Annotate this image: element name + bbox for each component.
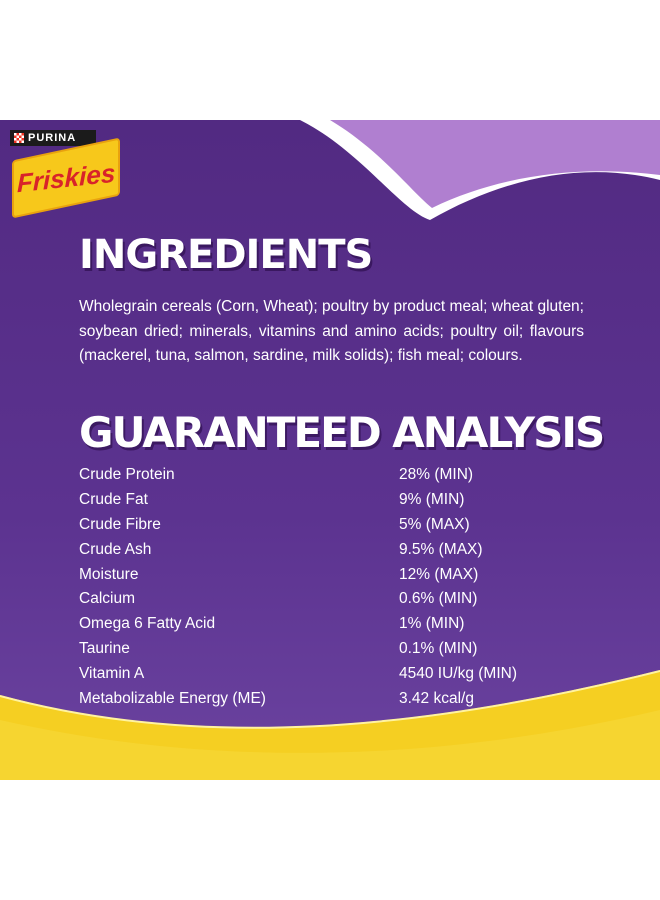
ingredients-heading: INGREDIENTS — [79, 232, 373, 278]
friskies-text: Friskies — [16, 157, 116, 198]
nutrient-name: Crude Protein — [79, 466, 175, 484]
purina-text: PURINA — [28, 132, 77, 144]
nutrient-name: Vitamin A — [79, 664, 145, 682]
nutrient-name: Crude Ash — [79, 540, 152, 558]
nutrient-value: 9% (MIN) — [399, 491, 465, 509]
analysis-row: Calcium 0.6% (MIN) — [79, 587, 599, 612]
purina-logo: PURINA — [10, 130, 96, 146]
nutrient-name: Metabolizable Energy (ME) — [79, 689, 266, 707]
nutrient-value: 9.5% (MAX) — [399, 540, 483, 558]
nutrient-value: 4540 IU/kg (MIN) — [399, 664, 518, 682]
ingredients-text: Wholegrain cereals (Corn, Wheat); poultr… — [79, 298, 584, 365]
analysis-row: Crude Fat 9% (MIN) — [79, 488, 599, 513]
analysis-row: Taurine 0.1% (MIN) — [79, 637, 599, 662]
nutrient-value: 28% (MIN) — [399, 466, 474, 484]
checkerboard-icon — [14, 133, 24, 143]
nutrient-name: Crude Fibre — [79, 515, 161, 533]
nutrient-name: Moisture — [79, 565, 139, 583]
analysis-row: Crude Fibre 5% (MAX) — [79, 513, 599, 538]
nutrient-value: 0.1% (MIN) — [399, 639, 478, 657]
product-info-banner: PURINA Friskies INGREDIENTS Wholegrain c… — [0, 120, 660, 780]
analysis-row: Metabolizable Energy (ME) 3.42 kcal/g — [79, 686, 599, 711]
nutrient-value: 12% (MAX) — [399, 565, 479, 583]
friskies-logo: PURINA Friskies — [10, 130, 122, 219]
nutrient-value: 1% (MIN) — [399, 615, 465, 633]
background-waves — [0, 120, 660, 780]
nutrient-name: Omega 6 Fatty Acid — [79, 615, 216, 633]
nutrient-value: 5% (MAX) — [399, 515, 470, 533]
analysis-row: Omega 6 Fatty Acid 1% (MIN) — [79, 612, 599, 637]
analysis-table: Crude Protein 28% (MIN) Crude Fat 9% (MIN) C… — [79, 463, 599, 711]
analysis-row: Moisture 12% (MAX) — [79, 562, 599, 587]
nutrient-name: Taurine — [79, 639, 130, 657]
nutrient-name: Calcium — [79, 590, 135, 608]
nutrient-value: 3.42 kcal/g — [399, 689, 474, 707]
analysis-row: Vitamin A 4540 IU/kg (MIN) — [79, 661, 599, 686]
analysis-row: Crude Ash 9.5% (MAX) — [79, 537, 599, 562]
guaranteed-analysis-heading: GUARANTEED ANALYSIS — [79, 408, 605, 457]
analysis-row: Crude Protein 28% (MIN) — [79, 463, 599, 488]
friskies-badge: Friskies — [12, 137, 120, 219]
nutrient-name: Crude Fat — [79, 491, 148, 509]
nutrient-value: 0.6% (MIN) — [399, 590, 478, 608]
